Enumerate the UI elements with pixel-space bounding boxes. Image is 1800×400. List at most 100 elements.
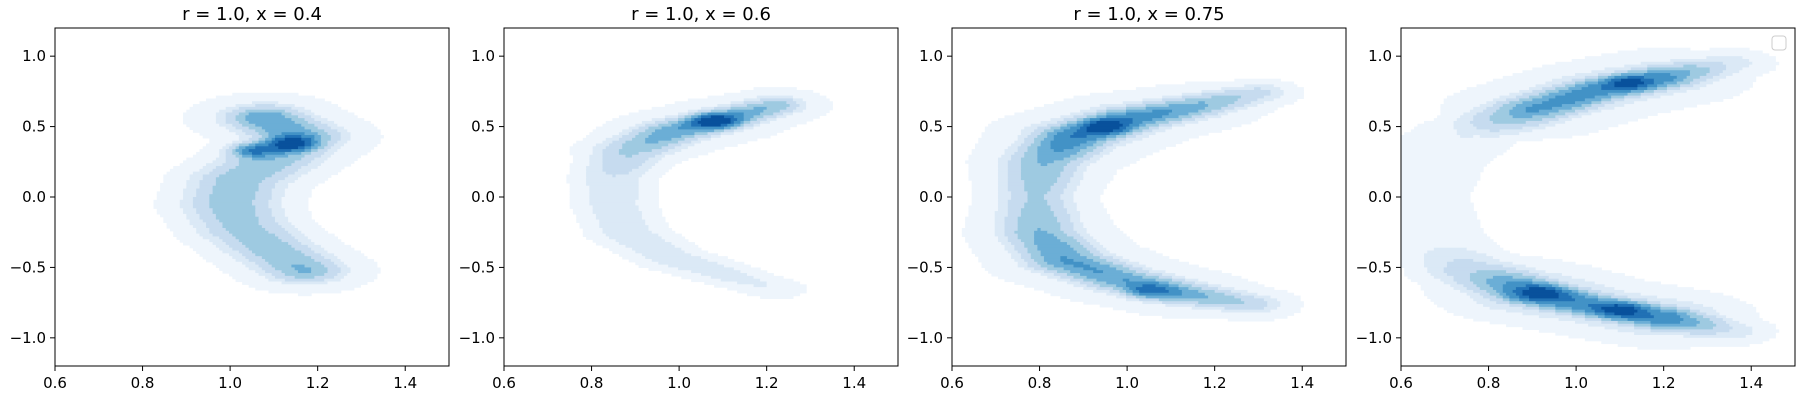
contour-cell (192, 202, 210, 207)
contour-cell (212, 185, 260, 190)
contour-cell (1073, 197, 1101, 201)
contour-cell (1558, 284, 1570, 288)
contour-cell (1188, 112, 1203, 116)
contour-cell (1231, 289, 1249, 294)
contour-cell (737, 126, 745, 130)
contour-cell (183, 120, 217, 125)
contour-cell (281, 112, 292, 116)
contour-cell (625, 154, 633, 159)
contour-cell (1529, 295, 1560, 299)
contour-cell (1611, 98, 1625, 102)
contour-cell (1522, 301, 1537, 305)
contour-cell (1486, 106, 1501, 111)
contour-cell (1053, 101, 1124, 105)
contour-cell (1057, 278, 1071, 283)
contour-cell (1532, 115, 1556, 119)
contour-cell (1080, 273, 1134, 277)
contour-cell (1506, 270, 1530, 274)
x-tick-label: 1.4 (1290, 374, 1314, 392)
contour-cell (1404, 273, 1432, 277)
contour-cell (1063, 230, 1078, 235)
density-contours (1401, 47, 1780, 350)
contour-cell (1053, 182, 1068, 187)
contour-cell (1483, 295, 1497, 299)
contour-cell (684, 250, 709, 254)
contour-cell (1030, 143, 1042, 147)
contour-cell (1689, 73, 1707, 77)
contour-cell (1224, 292, 1242, 297)
contour-cell (199, 185, 214, 190)
contour-cell (1617, 298, 1632, 302)
contour-cell (294, 275, 315, 280)
contour-cell (225, 149, 233, 153)
contour-cell (586, 166, 604, 170)
contour-cell (186, 185, 201, 190)
contour-cell (160, 182, 187, 187)
contour-cell (615, 174, 643, 178)
contour-cell (1617, 304, 1635, 308)
contour-cell (779, 109, 794, 114)
contour-cell (1089, 120, 1098, 125)
contour-cell (1401, 208, 1474, 212)
contour-cell (1004, 278, 1058, 283)
contour-cell (1070, 126, 1081, 130)
contour-cell (1034, 137, 1045, 142)
contour-cell (288, 216, 312, 221)
contour-cell (1126, 292, 1134, 297)
x-tick-label: 0.6 (1389, 374, 1413, 392)
contour-cell (1066, 256, 1088, 260)
contour-cell (1076, 188, 1104, 192)
contour-cell (743, 123, 755, 128)
contour-cell (1401, 140, 1517, 145)
contour-cell (1217, 287, 1235, 291)
contour-cell (632, 129, 646, 133)
contour-cell (232, 143, 240, 147)
contour-cell (1542, 87, 1556, 91)
contour-cell (655, 129, 715, 133)
contour-cell (1089, 242, 1101, 246)
contour-cell (156, 194, 184, 198)
contour-cell (1080, 253, 1094, 257)
contour-cell (284, 109, 299, 114)
contour-cell (1099, 256, 1114, 260)
contour-cell (595, 143, 610, 147)
contour-cell (760, 112, 774, 116)
contour-cell (1630, 89, 1645, 94)
contour-cell (301, 230, 329, 235)
subplot-4: 0.6 0.8 1.0 1.2 1.41.00.50.0−0.5−1.0 (1356, 27, 1796, 392)
contour-cell (1158, 126, 1173, 130)
contour-cell (1614, 101, 1635, 105)
contour-cell (1149, 135, 1199, 139)
contour-cell (668, 143, 682, 147)
contour-cell (1647, 67, 1711, 71)
contour-cell (1057, 120, 1068, 125)
contour-cell (566, 174, 587, 178)
contour-cell (271, 211, 286, 215)
contour-cell (1650, 306, 1661, 311)
contour-cell (160, 185, 187, 190)
contour-cell (1676, 81, 1691, 85)
contour-cell (1057, 236, 1075, 240)
contour-cell (1040, 140, 1052, 145)
contour-cell (1486, 81, 1547, 85)
contour-cell (1545, 287, 1556, 291)
contour-cell (664, 115, 679, 119)
contour-cell (1492, 78, 1553, 83)
contour-cell (586, 177, 640, 181)
contour-cell (1401, 250, 1428, 254)
contour-cell (160, 213, 187, 218)
contour-cell (225, 126, 237, 130)
contour-cell (1489, 292, 1501, 297)
contour-cell (1427, 295, 1471, 299)
contour-cell (1037, 157, 1065, 161)
contour-cell (1063, 166, 1078, 170)
contour-cell (648, 135, 682, 139)
contour-cell (291, 118, 306, 122)
contour-cell (238, 143, 250, 147)
contour-cell (320, 143, 329, 147)
contour-cell (678, 115, 686, 119)
contour-cell (1040, 253, 1081, 257)
contour-cell (1456, 118, 1474, 122)
contour-cell (1112, 143, 1127, 147)
contour-cell (334, 151, 368, 156)
